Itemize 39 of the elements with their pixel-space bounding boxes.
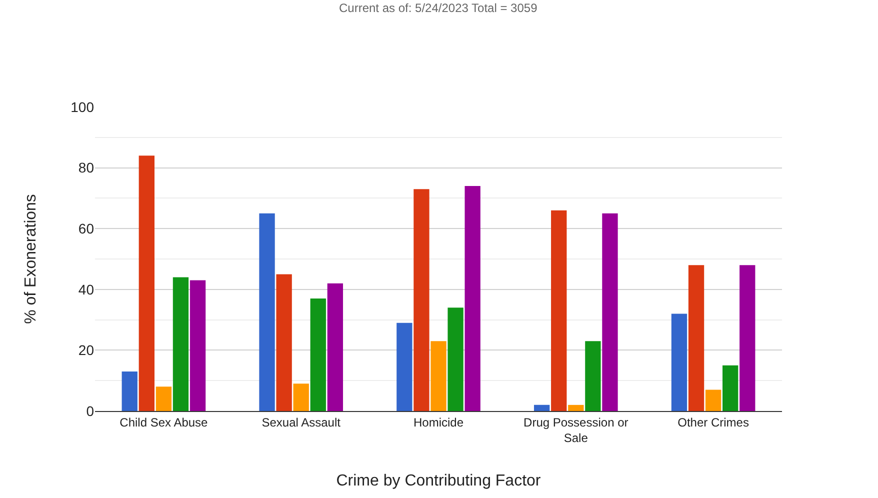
x-tick-label: Sexual Assault: [262, 415, 342, 430]
bar: [722, 365, 738, 411]
bar: [293, 384, 309, 411]
bar: [190, 280, 206, 411]
bar: [122, 371, 138, 411]
bar: [259, 213, 275, 411]
bar: [138, 156, 154, 411]
bar: [534, 404, 550, 411]
bar: [396, 322, 412, 411]
y-tick-label: 20: [78, 342, 94, 358]
x-tick-label: Homicide: [413, 415, 464, 430]
x-tick-label: Drug Possession or Sale: [524, 415, 628, 445]
y-tick-label: 100: [70, 98, 94, 115]
bar: [156, 386, 172, 411]
bar: [551, 210, 567, 411]
bar: [671, 314, 688, 411]
bar: [414, 189, 430, 411]
bar: [688, 265, 704, 411]
bar: [740, 265, 756, 411]
bar: [276, 274, 292, 411]
y-tick-label: 80: [78, 160, 94, 176]
bar: [585, 341, 601, 411]
y-axis-title: % of Exonerations: [22, 194, 40, 324]
bar: [327, 283, 344, 411]
x-tick-label: Child Sex Abuse: [120, 415, 208, 430]
bar: [430, 341, 446, 411]
bar: [172, 277, 189, 411]
y-tick-label: 0: [86, 402, 94, 419]
bar: [448, 308, 464, 411]
y-tick-label: 60: [78, 220, 94, 236]
bar: [568, 404, 584, 411]
bar: [705, 390, 722, 411]
text: Current as of: 5/24/2023 Total = 3059: [339, 1, 538, 15]
bar: [464, 186, 480, 411]
x-tick-label: Other Crimes: [678, 415, 749, 430]
bar: [310, 298, 326, 411]
x-axis-title: Crime by Contributing Factor: [336, 472, 542, 490]
bar: [602, 213, 618, 411]
y-tick-label: 40: [78, 281, 94, 298]
